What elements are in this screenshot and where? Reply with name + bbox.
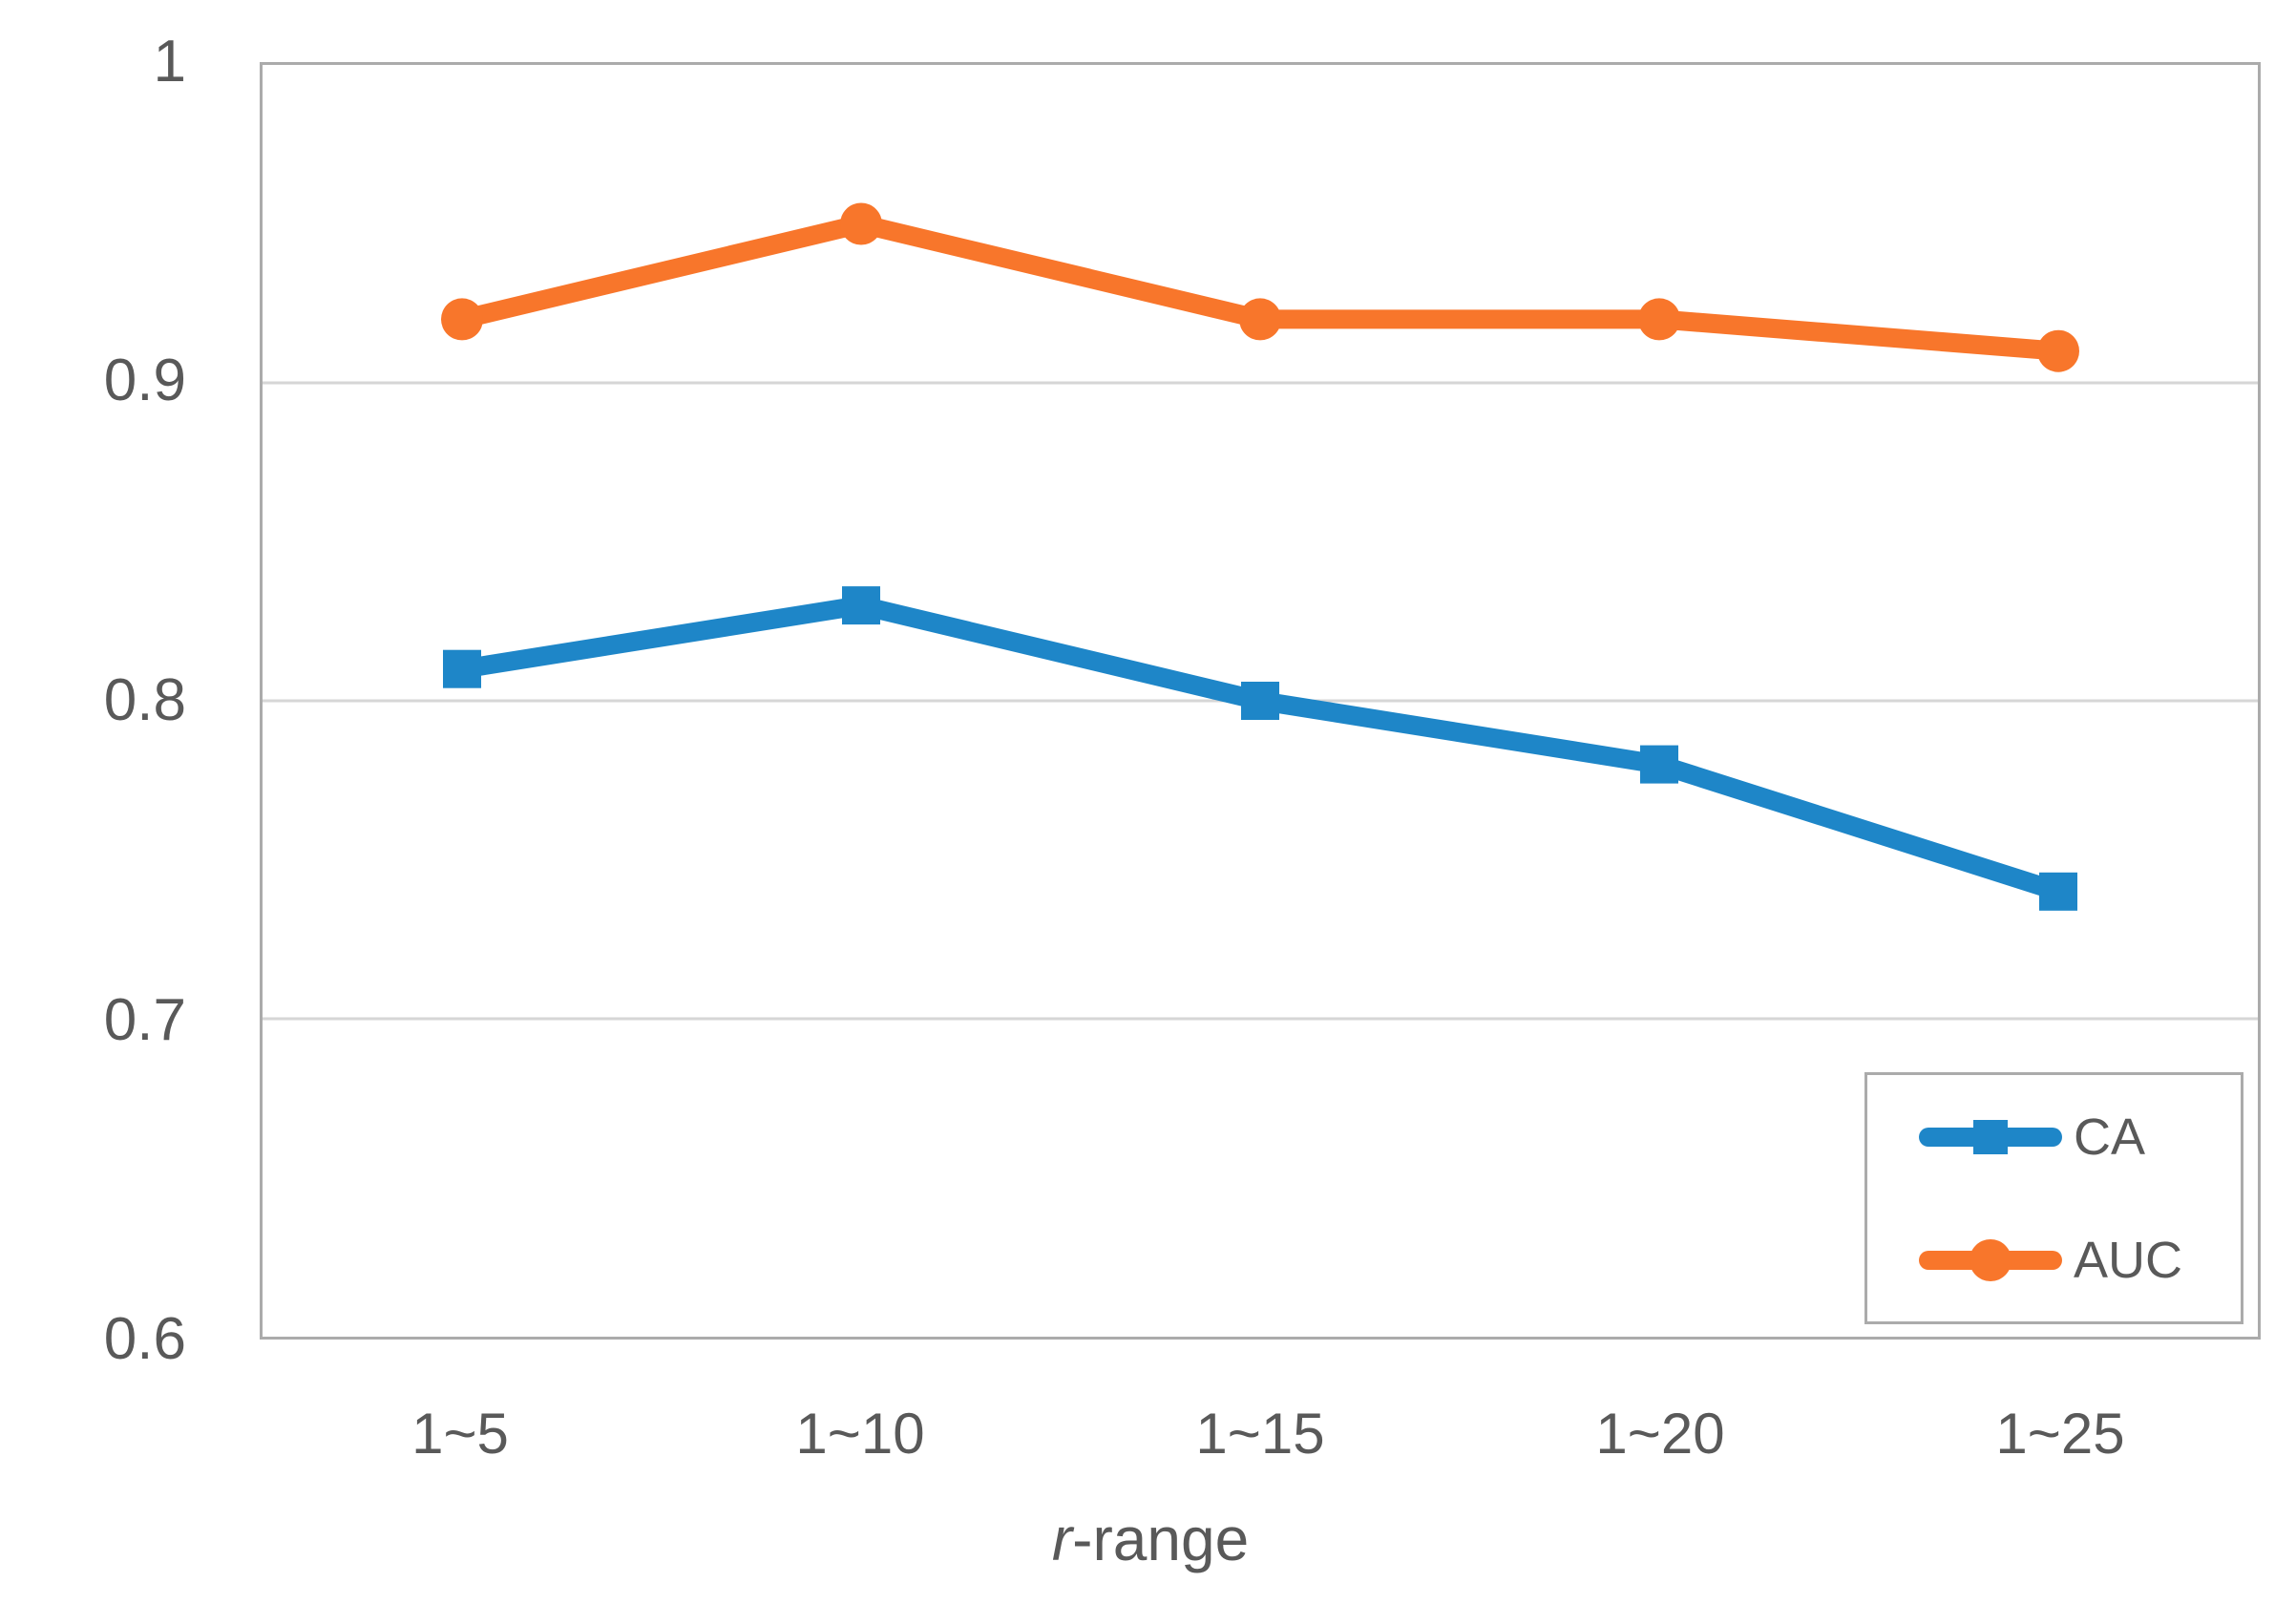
x-tick-label-1-25: 1~25 — [1995, 1402, 2125, 1466]
y-tick-label-0.9: 0.9 — [103, 348, 186, 413]
x-axis-title-rest-part: -range — [1072, 1505, 1250, 1573]
marker-ca-2 — [1241, 682, 1279, 720]
legend-swatch-ca — [1919, 1114, 2062, 1160]
marker-ca-0 — [443, 649, 481, 688]
y-tick-label-0.6: 0.6 — [103, 1306, 186, 1372]
marker-auc-0 — [441, 298, 483, 341]
marker-auc-3 — [1638, 298, 1680, 341]
marker-auc-1 — [840, 202, 882, 245]
marker-ca-4 — [2039, 872, 2077, 911]
legend-swatch-auc — [1919, 1237, 2062, 1283]
x-axis-title: r-range — [959, 1491, 1341, 1587]
y-tick-label-1: 1 — [153, 29, 186, 95]
legend-entry-auc: AUC — [1867, 1198, 2241, 1321]
legend: CA AUC — [1864, 1072, 2243, 1324]
y-tick-label-0.8: 0.8 — [103, 667, 186, 733]
marker-auc-2 — [1239, 298, 1281, 341]
legend-label-ca: CA — [2074, 1108, 2146, 1166]
y-tick-label-0.7: 0.7 — [103, 987, 186, 1053]
legend-entry-ca: CA — [1867, 1075, 2241, 1198]
x-axis-title-italic-part: r — [1051, 1505, 1073, 1573]
x-tick-label-1-5: 1~5 — [411, 1402, 509, 1466]
x-tick-label-1-20: 1~20 — [1595, 1402, 1725, 1466]
legend-circle-marker-icon — [1970, 1238, 2012, 1281]
plot-area — [260, 62, 2261, 1340]
series-layer — [263, 202, 2258, 1021]
series-line-ca — [453, 596, 2068, 901]
marker-ca-3 — [1640, 745, 1678, 784]
legend-label-auc: AUC — [2074, 1231, 2183, 1289]
x-tick-label-1-10: 1~10 — [795, 1402, 925, 1466]
x-tick-label-1-15: 1~15 — [1195, 1402, 1325, 1466]
marker-ca-1 — [842, 586, 880, 625]
legend-square-marker-icon — [1973, 1119, 2008, 1154]
marker-auc-4 — [2037, 329, 2079, 372]
